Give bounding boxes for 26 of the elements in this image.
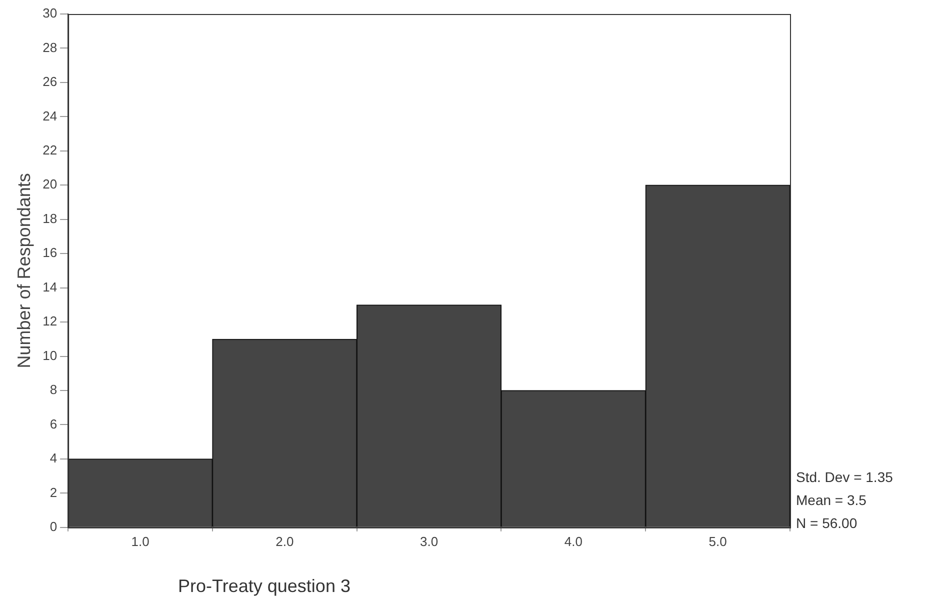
- y-tick-label: 22: [42, 142, 58, 158]
- y-tick-label: 8: [50, 382, 58, 398]
- y-axis-title: Number of Respondants: [14, 173, 34, 368]
- y-tick-label: 10: [42, 348, 58, 363]
- y-tick-label: 2: [50, 484, 58, 500]
- text: Std. Dev = 1.35: [796, 468, 893, 488]
- y-tick-label: 4: [50, 450, 58, 466]
- text: N = 56.00: [796, 514, 858, 534]
- y-tick-label: 12: [42, 314, 58, 329]
- x-tick-label: 2.0: [276, 534, 294, 549]
- y-tick-label: 28: [42, 40, 58, 55]
- y-tick-label: 18: [42, 210, 58, 226]
- y-tick-label: 24: [42, 108, 58, 124]
- y-tick-label: 26: [42, 74, 58, 90]
- x-tick-label: 1.0: [131, 534, 150, 549]
- y-tick-label: 14: [42, 279, 58, 294]
- y-tick-label: 6: [50, 416, 58, 432]
- y-tick-label: 0: [50, 518, 58, 534]
- y-tick-label: 20: [42, 176, 58, 192]
- text: Mean = 3.5: [796, 491, 868, 510]
- y-tick-label: 30: [42, 6, 58, 21]
- x-tick-label: 4.0: [564, 534, 582, 549]
- y-tick-label: 16: [42, 245, 58, 260]
- x-axis-title: Pro-Treaty question 3: [178, 576, 350, 597]
- x-tick-label: 3.0: [420, 534, 438, 549]
- x-tick-label: 5.0: [708, 534, 727, 549]
